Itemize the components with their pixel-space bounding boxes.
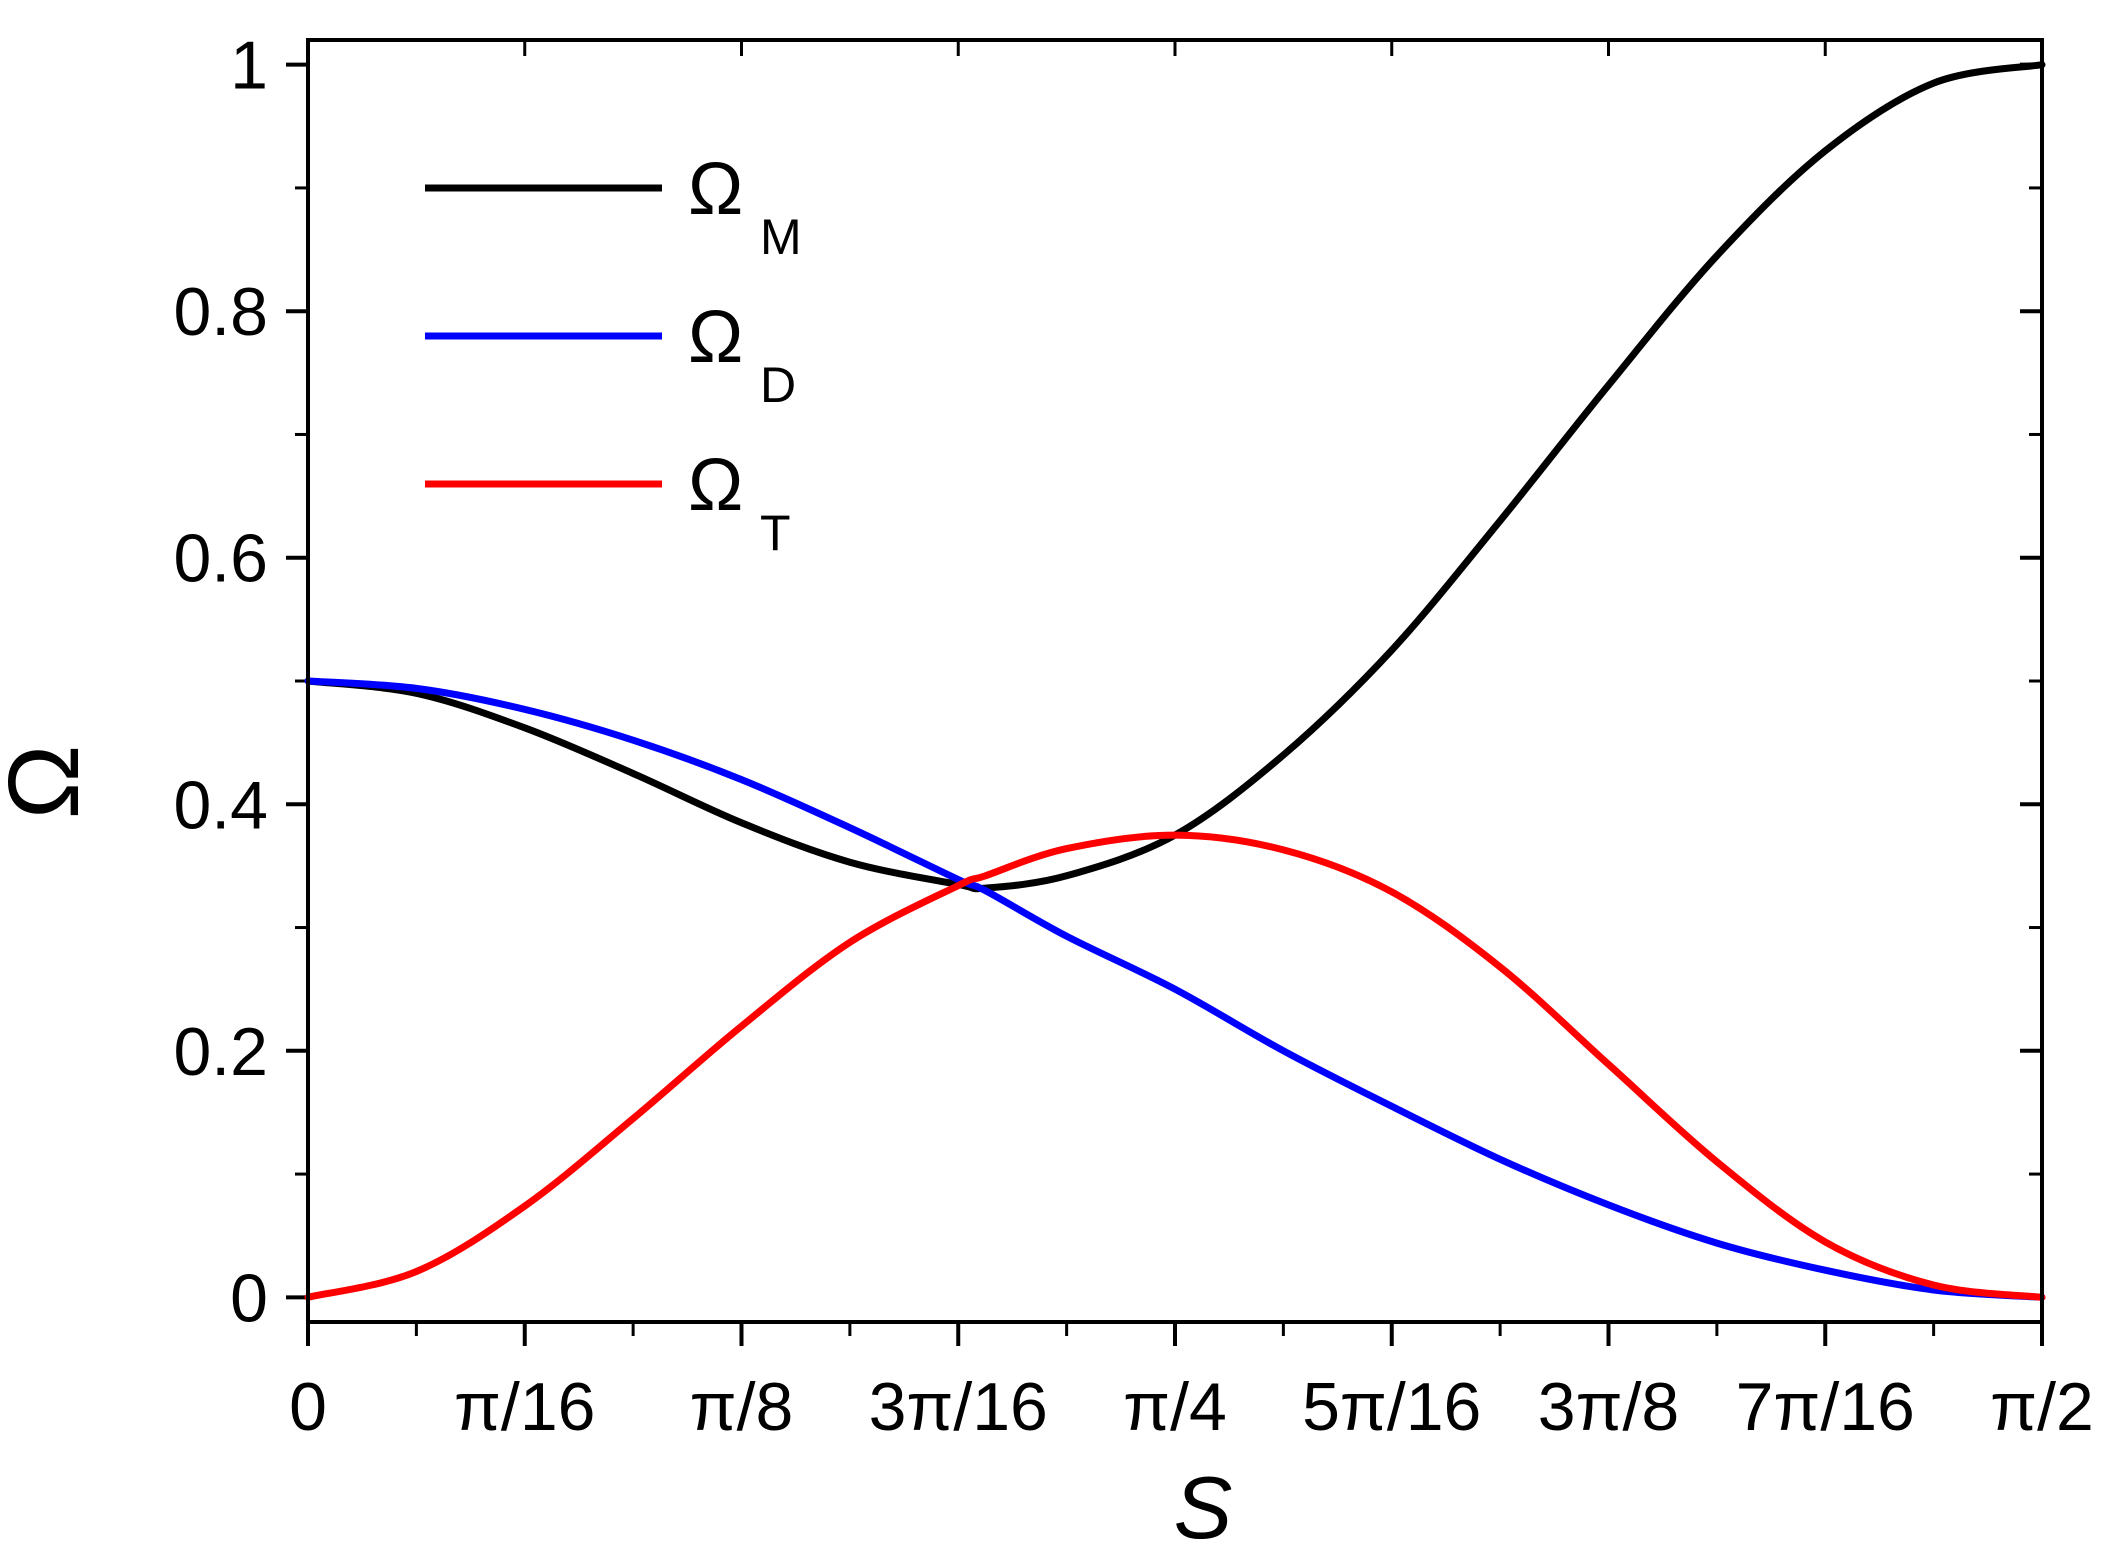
plot-lines	[304, 61, 2046, 1301]
legend-item: ΩD	[425, 295, 796, 413]
legend-label: Ω	[688, 147, 743, 230]
x-tick-label: 3π/8	[1538, 1369, 1679, 1445]
x-tick-label: 0	[289, 1369, 327, 1445]
legend-label: Ω	[688, 295, 743, 378]
y-tick-label: 0.8	[173, 274, 268, 350]
y-tick-label: 0.2	[173, 1014, 268, 1090]
y-tick-label: 0.4	[173, 767, 268, 843]
legend-subscript: M	[760, 209, 802, 265]
x-axis-title: S	[1174, 1458, 1233, 1553]
axis-ticks	[286, 40, 2044, 1346]
x-tick-label: π/2	[1990, 1369, 2094, 1445]
y-axis-title: Ω	[0, 745, 100, 820]
legend-subscript: T	[760, 505, 791, 561]
legend-label: Ω	[688, 443, 743, 526]
y-tick-label: 0	[230, 1260, 268, 1336]
legend-item: ΩT	[425, 443, 791, 561]
tick-labels: 0 π/16 π/8 3π/16 π/4 5π/16 3π/8 7π/16 π/2 0 0.2 0.4…	[173, 28, 2093, 1445]
x-tick-label: π/4	[1123, 1369, 1227, 1445]
x-tick-label: 7π/16	[1736, 1369, 1915, 1445]
plot-frame	[306, 38, 2044, 1324]
y-tick-label: 0.6	[173, 521, 268, 597]
x-tick-label: 5π/16	[1302, 1369, 1481, 1445]
y-tick-label: 1	[230, 28, 268, 104]
legend-item: ΩM	[425, 147, 802, 265]
series-line-omega-t	[304, 831, 2046, 1301]
series-line-omega-d	[304, 677, 2046, 1301]
series-line-omega-m	[304, 61, 2046, 893]
x-tick-label: π/16	[454, 1369, 595, 1445]
x-tick-label: π/8	[690, 1369, 794, 1445]
legend-subscript: D	[760, 357, 796, 413]
x-tick-label: 3π/16	[869, 1369, 1048, 1445]
